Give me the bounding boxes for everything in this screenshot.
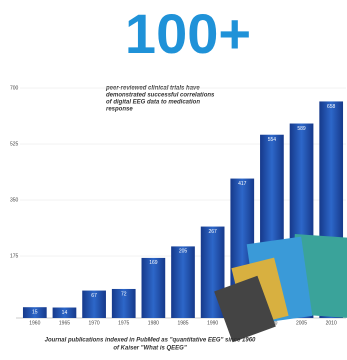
data-label: 205 xyxy=(179,249,188,255)
x-tick-label: 1965 xyxy=(59,320,70,326)
caption-line: Journal publications indexed in PubMed a… xyxy=(45,338,256,344)
x-tick-label: 2010 xyxy=(326,320,337,326)
bar xyxy=(52,307,77,318)
x-tick-label: 1960 xyxy=(29,320,40,326)
y-tick-label: 175 xyxy=(10,253,19,259)
x-tick-label: 1990 xyxy=(207,320,218,326)
data-label: 169 xyxy=(149,260,158,266)
bar xyxy=(82,290,106,318)
data-label: 72 xyxy=(121,291,127,297)
subtitle-line: demonstrated successful correlations xyxy=(106,93,215,99)
y-tick-label: 700 xyxy=(10,85,19,91)
subtitle-line: of digital EEG data to medication xyxy=(106,100,200,106)
data-label: 14 xyxy=(62,310,68,316)
y-tick-label: 350 xyxy=(10,197,19,203)
chart-title: 100+ xyxy=(125,2,251,65)
bar xyxy=(141,257,166,318)
journal-covers xyxy=(214,234,347,343)
y-tick-label: 525 xyxy=(10,141,19,147)
x-tick-label: 1975 xyxy=(118,320,129,326)
x-tick-label: 1985 xyxy=(177,320,188,326)
data-label: 589 xyxy=(297,126,306,132)
data-label: 267 xyxy=(208,229,217,235)
subtitle-line: response xyxy=(106,107,133,113)
data-label: 554 xyxy=(268,137,277,143)
x-tick-label: 1970 xyxy=(89,320,100,326)
subtitle: peer-reviewed clinical trials havedemons… xyxy=(105,86,215,113)
caption-line: of Kaiser "What is QEEG" xyxy=(113,346,187,352)
data-label: 658 xyxy=(327,104,336,110)
data-label: 67 xyxy=(91,293,97,299)
caption: Journal publications indexed in PubMed a… xyxy=(45,338,256,352)
data-label: 417 xyxy=(238,181,247,187)
bar xyxy=(111,288,136,318)
bar xyxy=(171,246,195,318)
subtitle-line: peer-reviewed clinical trials have xyxy=(105,86,200,92)
x-tick-label: 2005 xyxy=(296,320,307,326)
data-label: 15 xyxy=(32,310,38,316)
x-tick-label: 1980 xyxy=(148,320,159,326)
bar xyxy=(22,307,47,318)
